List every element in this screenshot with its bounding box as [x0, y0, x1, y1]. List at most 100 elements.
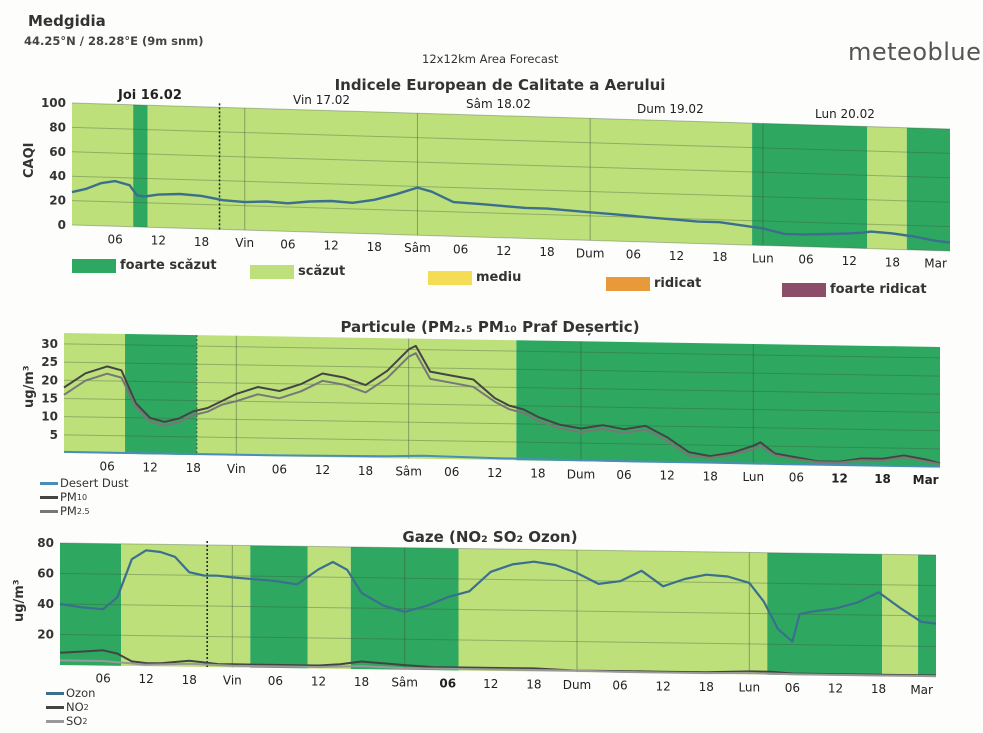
legend-line-pm25 [40, 509, 58, 513]
x-tick-label: 18 [699, 680, 714, 694]
legend-particles: Desert Dust PM 10 PM 2.5 [40, 476, 200, 518]
legend-label: scăzut [298, 264, 346, 279]
y-tick-label: 60 [37, 567, 54, 581]
x-tick-label: 06 [268, 674, 283, 688]
legend-label: Ozon [66, 686, 96, 700]
forecast-area-label: 12x12km Area Forecast [422, 52, 559, 66]
series-line-pm2-5 [63, 352, 941, 466]
legend-label: SO [66, 714, 83, 728]
chart-caqi-title: Indicele European de Calitate a Aerului [334, 76, 666, 94]
legend-swatch-light-green [250, 264, 294, 279]
legend-foarte-scazut: foarte scăzut [72, 258, 217, 273]
legend-sub: 10 [76, 492, 88, 502]
series-line-so2 [59, 659, 937, 678]
chart-gases-ylabel: ug/m³ [12, 579, 27, 622]
legend-label: ridicat [654, 276, 702, 291]
y-tick-label: 100 [41, 96, 66, 110]
band-scazut [867, 126, 907, 250]
x-tick-label: Dum [576, 246, 605, 260]
band-scazut [882, 554, 919, 677]
x-tick-label: 18 [539, 245, 554, 259]
x-tick-label: 06 [612, 679, 627, 693]
x-tick-label: 12 [656, 679, 671, 693]
series-line-pm10 [63, 344, 941, 465]
series-line-desert-dust [63, 450, 941, 468]
y-tick-label: 20 [37, 628, 54, 642]
grid-line [63, 397, 941, 413]
band-scazut [72, 103, 134, 227]
legend-pm25: PM 2.5 [40, 504, 200, 518]
legend-line-so2 [46, 719, 64, 723]
y-tick-label: 0 [58, 218, 66, 232]
x-tick-label: 12 [323, 239, 338, 253]
x-tick-label: 06 [453, 243, 468, 257]
band-foarte-scazut [133, 104, 148, 228]
chart-particles-title: Particule (PM₂.₅ PM₁₀ Praf Deșertic) [340, 318, 640, 336]
band-scazut [121, 543, 251, 668]
legend-sub: 2 [82, 716, 88, 726]
legend-line-ozon [46, 691, 64, 695]
x-tick-label: Lun [738, 680, 760, 694]
x-tick-label: 18 [367, 240, 382, 254]
x-tick-label: Mar [913, 473, 939, 487]
legend-label: Desert Dust [60, 476, 129, 490]
x-tick-label: 12 [831, 471, 848, 485]
x-tick-label: 12 [496, 244, 511, 258]
x-tick-label: 12 [842, 254, 857, 268]
grid-line [71, 175, 951, 203]
x-tick-label: 12 [660, 469, 675, 483]
day-label-sun: Dum 19.02 [637, 102, 704, 116]
grid-line [63, 379, 941, 395]
legend-label: foarte scăzut [120, 258, 217, 273]
x-tick-label: Vin [227, 462, 246, 476]
series-line-ozon [59, 549, 937, 643]
x-tick-label: 06 [626, 248, 641, 262]
legend-no2: NO 2 [46, 700, 206, 714]
x-tick-label: 18 [530, 467, 545, 481]
x-tick-label: 06 [798, 253, 813, 267]
day-label-sat: Sâm 18.02 [466, 97, 531, 111]
location-name: Medgidia [28, 12, 106, 30]
day-label-fri: Vin 17.02 [293, 93, 351, 107]
series-line-caqi [71, 179, 951, 244]
x-tick-label: 12 [487, 466, 502, 480]
band-foarte-scazut [516, 340, 940, 467]
plot-area: 20 40 60 80 06 12 18 Vin 06 12 18 Sâm 06 12 18 Dum 06 12 1… [37, 536, 937, 697]
y-tick-label: 10 [41, 410, 58, 424]
x-tick-label: 06 [439, 676, 456, 690]
x-tick-label: 18 [874, 472, 891, 486]
location-coordinates: 44.25°N / 28.28°E (9m snm) [24, 34, 204, 48]
plot-area: 0 20 40 60 80 100 06 12 18 Vin 06 12 18 Sâm 06 12 18 Dum 0… [41, 96, 951, 271]
legend-line-pm10 [40, 495, 58, 499]
y-tick-label: 80 [49, 120, 66, 134]
x-tick-label: 06 [789, 471, 804, 485]
x-tick-label: 18 [194, 235, 209, 249]
x-tick-label: 12 [483, 677, 498, 691]
y-tick-label: 80 [37, 536, 54, 550]
x-tick-label: Sâm [404, 241, 431, 255]
legend-label: mediu [476, 270, 522, 285]
x-tick-label: 18 [526, 677, 541, 691]
series-line-no2 [59, 649, 937, 677]
x-tick-label: 12 [669, 249, 684, 263]
y-tick-label: 25 [41, 355, 58, 369]
x-tick-label: 06 [280, 237, 295, 251]
legend-label: NO [66, 700, 84, 714]
band-foarte-scazut [906, 127, 950, 251]
x-tick-label: Vin [235, 236, 254, 250]
grid-line [63, 416, 941, 432]
legend-scazut: scăzut [250, 264, 345, 279]
plot-area: 5 10 15 20 25 30 06 12 18 Vin 06 12 18 Sâm 06 12 18 Dum 06… [41, 333, 941, 487]
band-foarte-scazut [767, 552, 883, 677]
x-tick-label: 12 [139, 672, 154, 686]
brand-logo[interactable]: meteoblue [848, 38, 982, 66]
chart-gases-title: Gaze (NO₂ SO₂ Ozon) [402, 528, 578, 546]
y-tick-label: 60 [49, 145, 66, 159]
x-tick-label: Dum [563, 678, 592, 692]
legend-desert-dust: Desert Dust [40, 476, 200, 490]
grid-line [71, 200, 951, 228]
x-tick-label: 06 [616, 468, 631, 482]
x-tick-label: 18 [358, 464, 373, 478]
x-tick-label: 18 [182, 673, 197, 687]
legend-gases: Ozon NO 2 SO 2 [46, 686, 206, 728]
